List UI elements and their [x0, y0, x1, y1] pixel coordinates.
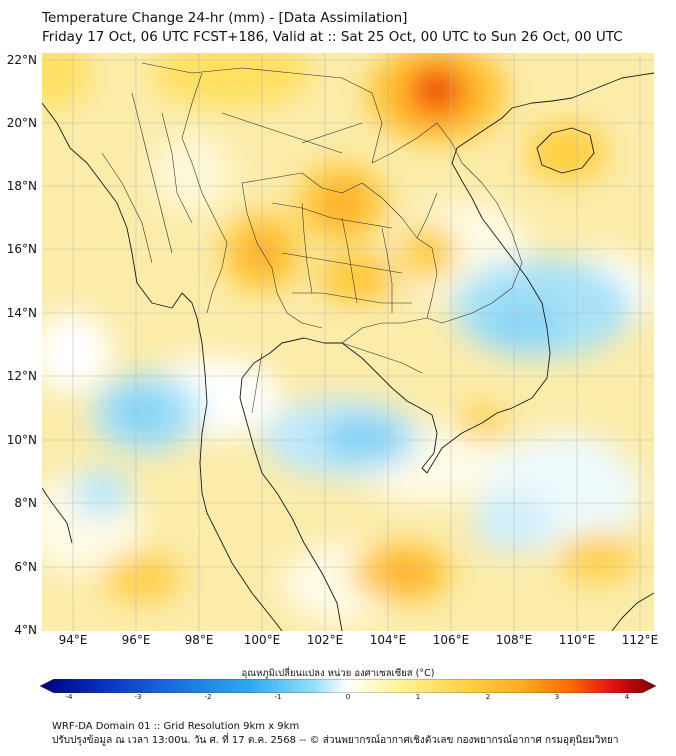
colorbar-tick: 0	[345, 693, 351, 701]
colorbar-gradient	[40, 679, 656, 693]
colorbar-tick: 4	[624, 693, 630, 701]
graticule	[42, 53, 654, 631]
footer: WRF-DA Domain 01 :: Grid Resolution 9km …	[52, 720, 619, 748]
colorbar-tick: -2	[204, 693, 212, 701]
colorbar-tick: 3	[554, 693, 560, 701]
lat-label: 14°N	[6, 306, 37, 320]
colorbar-tick: -1	[274, 693, 282, 701]
lon-label: 94°E	[58, 633, 88, 647]
colorbar-tick: 1	[415, 693, 421, 701]
lon-label: 98°E	[184, 633, 214, 647]
title-line-2: Friday 17 Oct, 06 UTC FCST+186, Valid at…	[42, 29, 623, 45]
temperature-change-map	[42, 53, 654, 631]
lon-label: 104°E	[369, 633, 407, 647]
colorbar	[40, 679, 656, 693]
map-title: Temperature Change 24-hr (mm) - [Data As…	[42, 9, 623, 47]
lat-label: 16°N	[6, 242, 37, 256]
lat-label: 22°N	[6, 53, 37, 67]
footer-line-2: ปรับปรุงข้อมูล ณ เวลา 13:00น. วัน ศ. ที่…	[52, 735, 619, 746]
lon-label: 100°E	[243, 633, 281, 647]
lon-label: 110°E	[558, 633, 596, 647]
footer-line-1: WRF-DA Domain 01 :: Grid Resolution 9km …	[52, 721, 300, 732]
lon-label: 108°E	[495, 633, 533, 647]
lat-label: 12°N	[6, 369, 37, 383]
lat-label: 8°N	[14, 496, 37, 510]
coastlines	[42, 72, 654, 631]
lon-label: 106°E	[432, 633, 470, 647]
colorbar-tick: -4	[65, 693, 73, 701]
colorbar-tick: -3	[134, 693, 142, 701]
lat-label: 4°N	[14, 623, 37, 637]
lat-label: 18°N	[6, 179, 37, 193]
lat-label: 6°N	[14, 560, 37, 574]
lat-label: 20°N	[6, 116, 37, 130]
lon-label: 96°E	[121, 633, 151, 647]
colorbar-title: อุณหภูมิเปลี่ยนแปลง หน่วย องศาเซลเซียส (…	[241, 668, 435, 679]
lat-label: 10°N	[6, 433, 37, 447]
title-line-1: Temperature Change 24-hr (mm) - [Data As…	[42, 10, 408, 26]
admin-borders	[101, 62, 523, 414]
lon-label: 102°E	[306, 633, 344, 647]
colorbar-tick: 2	[485, 693, 491, 701]
lon-label: 112°E	[621, 633, 659, 647]
